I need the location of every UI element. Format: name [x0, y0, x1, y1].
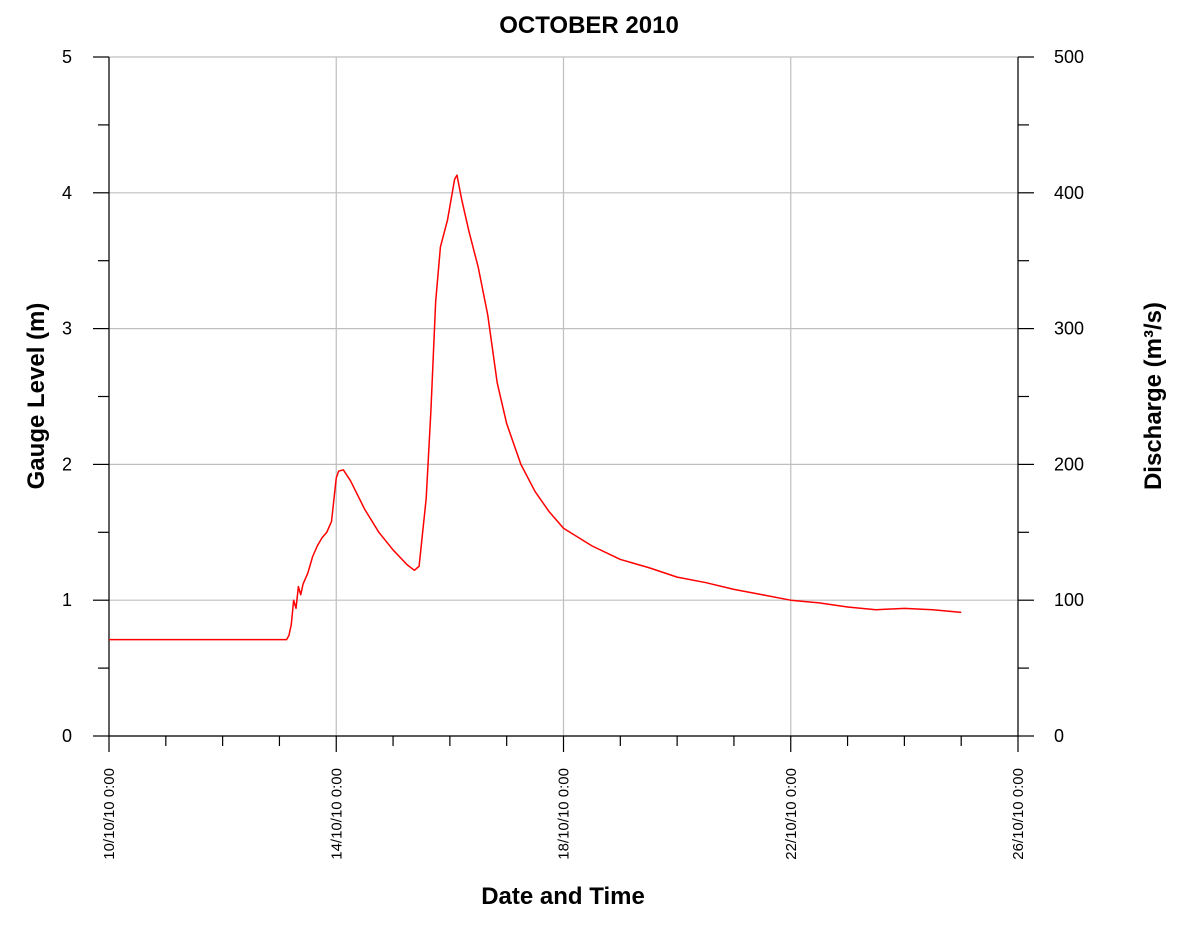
x-axis-label: Date and Time	[481, 883, 645, 910]
y-tick-label: 4	[62, 183, 72, 203]
y-tick-label: 3	[62, 319, 72, 339]
gauge-level-line	[109, 175, 961, 639]
x-tick-label: 26/10/10 0:00	[1010, 768, 1027, 860]
series-layer	[109, 175, 961, 639]
y2-tick-label: 500	[1054, 47, 1084, 67]
y2-tick-label: 100	[1054, 590, 1084, 610]
y2-axis-label: Discharge (m³/s)	[1140, 302, 1167, 490]
y-tick-label: 2	[62, 454, 72, 474]
x-tick-label: 18/10/10 0:00	[556, 768, 573, 860]
grid-lines	[109, 57, 1018, 736]
y2-tick-label: 400	[1054, 183, 1084, 203]
y2-tick-label: 0	[1054, 726, 1064, 746]
y2-tick-label: 200	[1054, 454, 1084, 474]
ticks: 0 1 2 3 4 5 0 100 200 300 400 500 10/10/10 0:00 14/10…	[62, 47, 1084, 860]
x-tick-label: 22/10/10 0:00	[783, 768, 800, 860]
y-tick-label: 1	[62, 590, 72, 610]
x-tick-label: 10/10/10 0:00	[101, 768, 118, 860]
y-axis-label: Gauge Level (m)	[23, 303, 50, 490]
chart-title: OCTOBER 2010	[499, 12, 679, 39]
y-tick-label: 5	[62, 47, 72, 67]
y-tick-label: 0	[62, 726, 72, 746]
x-tick-label: 14/10/10 0:00	[328, 768, 345, 860]
y2-tick-label: 300	[1054, 319, 1084, 339]
